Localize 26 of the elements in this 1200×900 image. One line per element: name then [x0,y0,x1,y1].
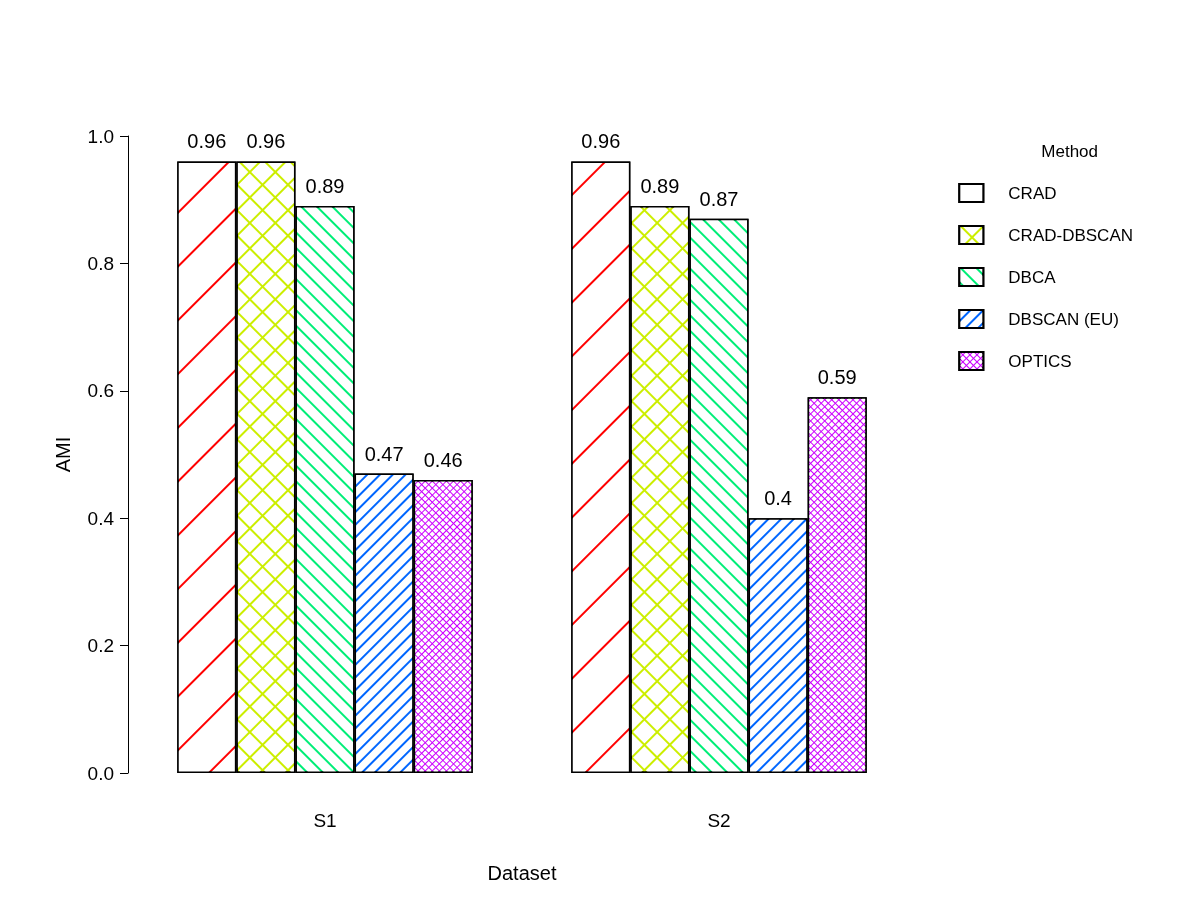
y-tick-label: 0.8 [87,252,114,274]
data-label: 0.59 [817,366,857,389]
legend-label: CRAD-DBSCAN [1008,225,1134,245]
x-axis-title: Dataset [487,862,557,884]
data-label: 0.46 [423,448,463,471]
data-label: 0.87 [699,187,739,210]
y-tick-label: 1.0 [87,125,114,147]
x-tick-label: S1 [313,810,337,831]
data-label: 0.96 [187,130,227,153]
y-tick-label: 0.6 [87,380,114,402]
y-tick-label: 0.0 [87,762,114,784]
data-label: 0.89 [640,175,680,198]
legend-label: DBCA [1008,267,1057,287]
legend-label: CRAD [1008,183,1057,203]
data-label: 0.96 [581,130,621,153]
data-label: 0.47 [364,442,404,465]
x-tick-label: S2 [707,810,731,831]
y-axis-title: AMI [52,436,74,473]
data-label: 0.4 [764,487,793,510]
data-label: 0.89 [305,175,345,198]
legend-title: Method [1041,142,1098,161]
y-tick-label: 0.2 [87,635,114,657]
y-tick-label: 0.4 [87,507,115,529]
data-label: 0.96 [246,130,286,153]
legend-label: OPTICS [1008,351,1072,371]
legend-label: DBSCAN (EU) [1008,309,1119,329]
